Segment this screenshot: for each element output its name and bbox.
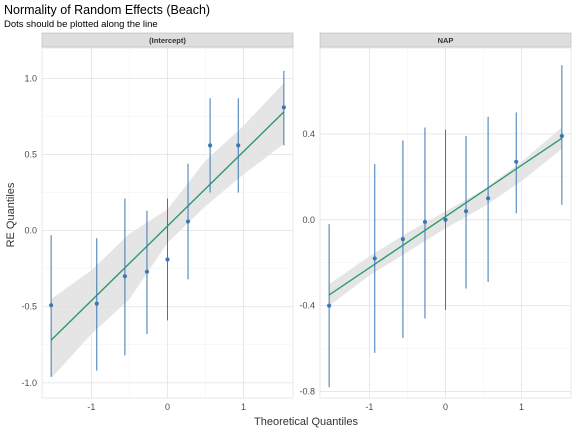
chart-subtitle: Dots should be plotted along the line xyxy=(4,19,158,30)
panels-group: (Intercept) -1.0 -0.5 0.0 0.5 1.0 -1 0 1 NAP -0.8 -… xyxy=(21,32,572,412)
data-point xyxy=(144,269,150,274)
y-tick-label: -0.5 xyxy=(21,302,37,312)
y-tick-label: 0.4 xyxy=(302,129,315,139)
data-point xyxy=(236,143,241,148)
y-tick-label: 0.0 xyxy=(302,215,315,225)
panel-0: (Intercept) -1.0 -0.5 0.0 0.5 1.0 -1 0 1 xyxy=(21,32,294,412)
data-point xyxy=(559,133,564,139)
y-tick-label: -0.8 xyxy=(299,387,315,397)
x-tick-label: 0 xyxy=(443,402,448,412)
facet-strip-label: NAP xyxy=(438,36,454,45)
data-point xyxy=(122,274,128,279)
gridlines xyxy=(42,48,293,398)
y-tick-label: -1.0 xyxy=(21,378,37,388)
facet-strip-label: (Intercept) xyxy=(149,36,186,45)
data-point xyxy=(443,217,448,222)
panel-1: NAP -0.8 -0.4 0.0 0.4 -1 0 1 xyxy=(299,32,572,412)
data-point xyxy=(463,209,469,214)
facet-strip xyxy=(41,32,294,48)
data-point xyxy=(207,143,213,148)
y-tick-label: 0.0 xyxy=(24,226,37,236)
y-tick-label: 0.5 xyxy=(24,150,37,160)
y-axis-label: RE Quantiles xyxy=(5,182,17,247)
x-tick-label: -1 xyxy=(87,402,95,412)
facet-strip xyxy=(319,32,572,48)
data-point xyxy=(372,256,377,261)
x-tick-label: 1 xyxy=(241,402,246,412)
x-tick-label: -1 xyxy=(365,402,373,412)
data-point xyxy=(327,303,332,308)
chart-title: Normality of Random Effects (Beach) xyxy=(4,3,210,17)
y-tick-label: 1.0 xyxy=(24,73,37,83)
y-tick-label: -0.4 xyxy=(299,301,315,311)
data-point xyxy=(49,303,54,308)
data-point xyxy=(400,237,406,242)
data-point xyxy=(514,159,519,164)
data-point xyxy=(485,196,491,201)
data-point xyxy=(94,301,99,306)
x-tick-label: 0 xyxy=(165,402,170,412)
data-point xyxy=(422,219,428,225)
data-point xyxy=(281,105,286,110)
x-axis-label: Theoretical Quantiles xyxy=(254,416,358,428)
x-tick-label: 1 xyxy=(519,402,524,412)
data-point xyxy=(165,257,170,262)
data-point xyxy=(185,219,191,224)
